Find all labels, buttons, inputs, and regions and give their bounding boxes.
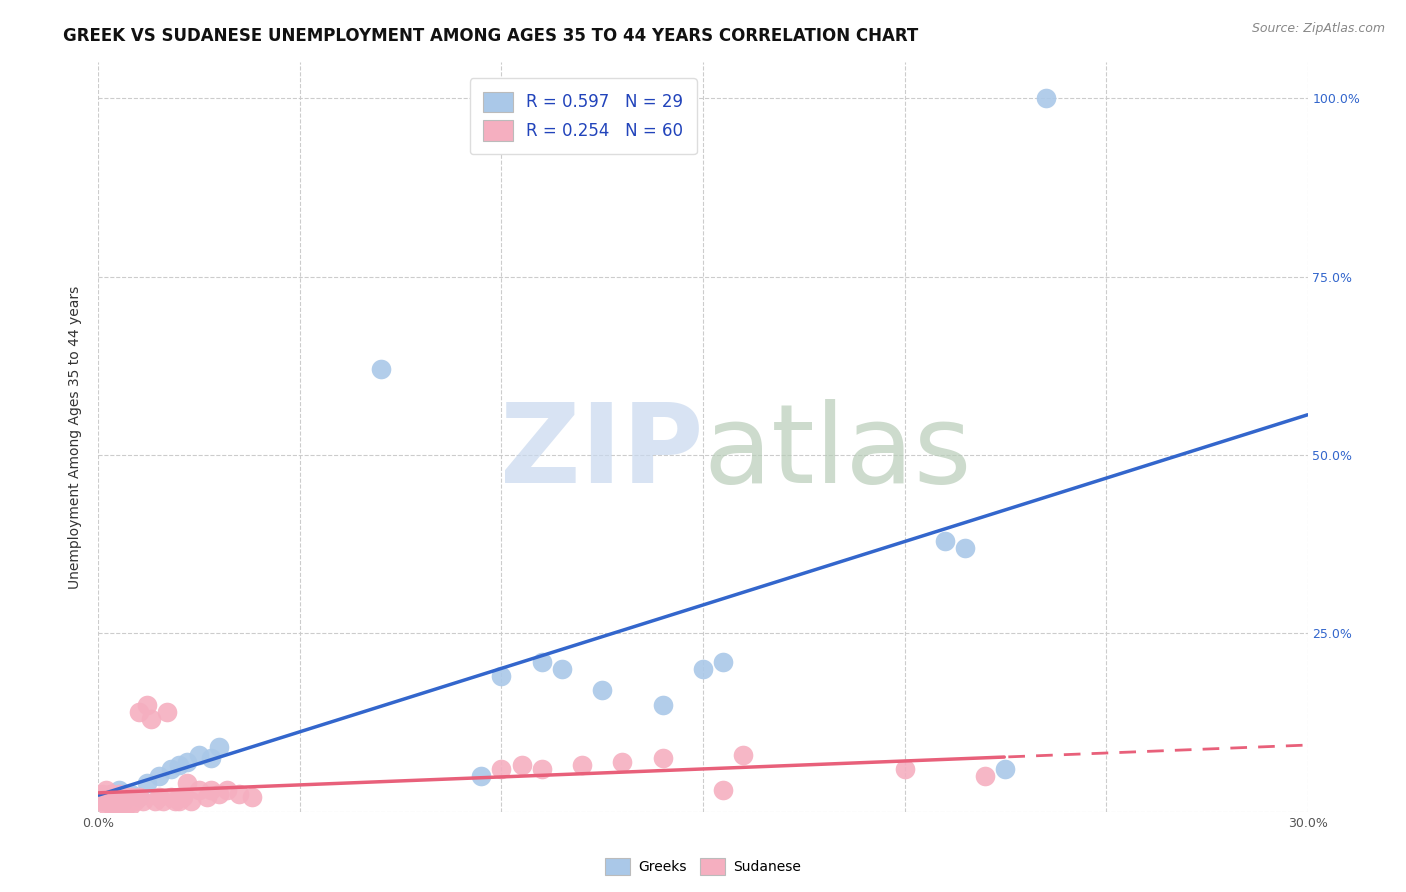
Point — [692, 662, 714, 676]
Point — [934, 533, 956, 548]
Point — [200, 783, 222, 797]
Point — [208, 787, 231, 801]
Point — [160, 790, 183, 805]
Point — [711, 783, 734, 797]
Point — [115, 790, 138, 805]
Point — [124, 794, 146, 808]
Point — [115, 794, 138, 808]
Point — [96, 794, 118, 808]
Point — [172, 790, 194, 805]
Point — [148, 790, 170, 805]
Point — [87, 790, 110, 805]
Point — [148, 769, 170, 783]
Point — [132, 794, 155, 808]
Point — [491, 762, 513, 776]
Point — [953, 541, 976, 555]
Point — [107, 787, 129, 801]
Point — [160, 762, 183, 776]
Point — [1035, 91, 1057, 105]
Point — [188, 747, 211, 762]
Point — [994, 762, 1017, 776]
Point — [91, 790, 114, 805]
Point — [107, 790, 129, 805]
Legend: R = 0.597   N = 29, R = 0.254   N = 60: R = 0.597 N = 29, R = 0.254 N = 60 — [470, 78, 696, 154]
Point — [195, 790, 218, 805]
Point — [167, 794, 190, 808]
Point — [651, 698, 673, 712]
Point — [156, 705, 179, 719]
Point — [111, 797, 134, 812]
Point — [120, 787, 142, 801]
Point — [107, 783, 129, 797]
Point — [103, 797, 125, 812]
Y-axis label: Unemployment Among Ages 35 to 44 years: Unemployment Among Ages 35 to 44 years — [69, 285, 83, 589]
Point — [591, 683, 613, 698]
Point — [115, 797, 138, 812]
Point — [111, 794, 134, 808]
Point — [111, 794, 134, 808]
Point — [139, 712, 162, 726]
Point — [530, 762, 553, 776]
Point — [107, 794, 129, 808]
Point — [96, 794, 118, 808]
Text: atlas: atlas — [703, 399, 972, 506]
Point — [100, 787, 122, 801]
Point — [96, 790, 118, 805]
Point — [571, 758, 593, 772]
Point — [91, 787, 114, 801]
Point — [651, 751, 673, 765]
Point — [111, 790, 134, 805]
Point — [135, 776, 157, 790]
Point — [180, 794, 202, 808]
Legend: Greeks, Sudanese: Greeks, Sudanese — [599, 853, 807, 880]
Point — [530, 655, 553, 669]
Point — [103, 797, 125, 812]
Point — [370, 362, 392, 376]
Point — [100, 794, 122, 808]
Point — [96, 783, 118, 797]
Point — [167, 758, 190, 772]
Point — [711, 655, 734, 669]
Point — [96, 797, 118, 812]
Point — [120, 790, 142, 805]
Point — [551, 662, 574, 676]
Text: Source: ZipAtlas.com: Source: ZipAtlas.com — [1251, 22, 1385, 36]
Point — [128, 705, 150, 719]
Point — [974, 769, 997, 783]
Point — [100, 790, 122, 805]
Point — [491, 669, 513, 683]
Point — [107, 797, 129, 812]
Point — [188, 783, 211, 797]
Text: ZIP: ZIP — [499, 399, 703, 506]
Point — [176, 776, 198, 790]
Point — [208, 740, 231, 755]
Point — [200, 751, 222, 765]
Point — [91, 794, 114, 808]
Point — [510, 758, 533, 772]
Point — [103, 794, 125, 808]
Point — [733, 747, 755, 762]
Point — [470, 769, 492, 783]
Point — [163, 794, 186, 808]
Point — [128, 790, 150, 805]
Point — [120, 797, 142, 812]
Text: GREEK VS SUDANESE UNEMPLOYMENT AMONG AGES 35 TO 44 YEARS CORRELATION CHART: GREEK VS SUDANESE UNEMPLOYMENT AMONG AGE… — [63, 27, 918, 45]
Point — [152, 794, 174, 808]
Point — [143, 794, 166, 808]
Point — [217, 783, 239, 797]
Point — [240, 790, 263, 805]
Point — [167, 790, 190, 805]
Point — [128, 790, 150, 805]
Point — [228, 787, 250, 801]
Point — [612, 755, 634, 769]
Point — [176, 755, 198, 769]
Point — [893, 762, 915, 776]
Point — [100, 797, 122, 812]
Point — [135, 698, 157, 712]
Point — [100, 787, 122, 801]
Point — [103, 790, 125, 805]
